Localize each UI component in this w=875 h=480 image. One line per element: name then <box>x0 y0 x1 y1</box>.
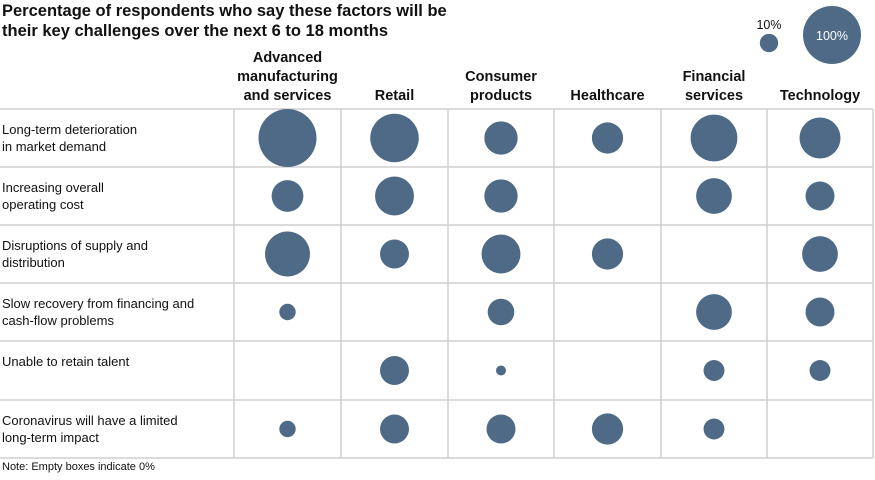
row-label-3-line-1: cash-flow problems <box>2 313 114 328</box>
bubble-r0-c3 <box>591 122 624 154</box>
bubble-r2-c3 <box>591 238 624 270</box>
bubble-r0-c5 <box>799 117 841 159</box>
bubble-r2-c0 <box>265 231 310 277</box>
legend-bubble-small <box>759 33 779 53</box>
row-label-1-line-0: Increasing overall <box>2 180 104 195</box>
column-header-4-line-0: Financial <box>683 69 746 85</box>
bubble-r5-c1 <box>380 414 409 444</box>
column-header-0-line-0: Advanced <box>253 50 322 66</box>
bubble-r2-c1 <box>380 239 409 269</box>
bubble-r3-c0 <box>279 303 296 321</box>
legend-label-small: 10% <box>756 18 781 32</box>
row-label-2-line-0: Disruptions of supply and <box>2 238 148 253</box>
bubble-r3-c5 <box>805 297 835 327</box>
bubble-r1-c1 <box>375 176 414 216</box>
row-label-5-line-1: long-term impact <box>2 430 99 445</box>
bubble-r4-c4 <box>703 360 725 381</box>
bubble-r5-c2 <box>486 414 516 444</box>
bubble-r4-c1 <box>380 356 409 385</box>
row-label-4-line-0: Unable to retain talent <box>2 354 130 369</box>
column-header-0-line-2: and services <box>244 88 332 104</box>
row-label-5-line-0: Coronavirus will have a limited <box>2 413 178 428</box>
bubble-r2-c5 <box>802 236 838 272</box>
chart-title-line-1: Percentage of respondents who say these … <box>2 2 447 20</box>
bubble-r0-c2 <box>484 121 518 155</box>
chart-note: Note: Empty boxes indicate 0% <box>2 461 155 473</box>
column-header-4-line-1: services <box>685 88 743 104</box>
column-header-5-line-0: Technology <box>780 88 860 104</box>
bubble-r5-c3 <box>591 413 624 445</box>
bubble-r1-c0 <box>271 180 304 212</box>
bubble-r4-c5 <box>809 360 831 381</box>
column-header-2-line-0: Consumer <box>465 69 537 85</box>
column-header-3-line-0: Healthcare <box>570 88 644 104</box>
column-header-0-line-1: manufacturing <box>237 69 338 85</box>
column-header-2-line-1: products <box>470 88 532 104</box>
row-label-0-line-1: in market demand <box>2 139 106 154</box>
row-label-1-line-1: operating cost <box>2 197 84 212</box>
bubble-r1-c4 <box>696 178 732 214</box>
column-header-1-line-0: Retail <box>375 88 415 104</box>
chart-title-line-2: their key challenges over the next 6 to … <box>2 22 389 40</box>
bubble-r3-c4 <box>696 294 732 330</box>
legend-label-large: 100% <box>816 29 848 43</box>
bubble-r5-c0 <box>279 420 296 438</box>
row-label-0-line-0: Long-term deterioration <box>2 122 137 137</box>
bubble-r1-c5 <box>805 181 835 211</box>
bubble-r5-c4 <box>703 418 725 440</box>
chart-title: Percentage of respondents who say these … <box>2 1 522 41</box>
row-label-2-line-1: distribution <box>2 255 65 270</box>
bubble-r1-c2 <box>484 179 518 213</box>
row-label-3-line-0: Slow recovery from financing and <box>2 296 194 311</box>
legend-bubble-large <box>803 6 861 64</box>
bubble-r4-c2 <box>495 365 507 376</box>
bubble-r0-c1 <box>370 113 419 163</box>
bubble-r0-c0 <box>258 109 317 167</box>
bubble-r3-c2 <box>487 298 515 326</box>
bubble-r0-c4 <box>690 114 738 162</box>
bubble-r2-c2 <box>481 234 521 274</box>
